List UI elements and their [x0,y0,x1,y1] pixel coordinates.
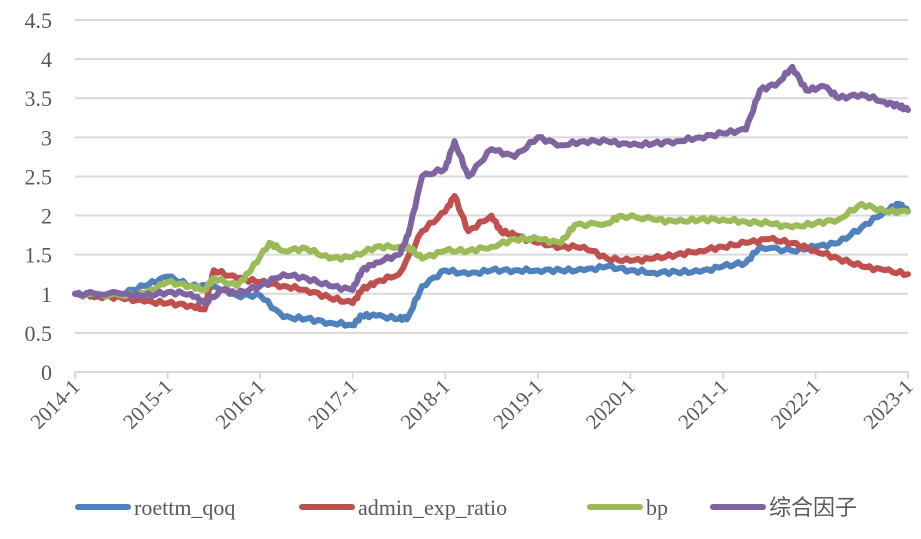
legend-label: bp [646,495,668,520]
y-tick-label: 3.5 [25,86,53,111]
x-tick-label: 2014-1 [25,375,84,434]
y-tick-label: 2 [41,204,52,229]
x-tick-label: 2023-1 [858,375,917,434]
x-axis: 2014-1 2015-1 2016-1 2017-1 2018-1 2019-1 2020… [25,372,918,434]
y-tick-label: 3 [41,125,52,150]
x-tick-label: 2020-1 [581,375,640,434]
x-tick-label: 2022-1 [766,375,825,434]
y-tick-label: 2.5 [25,164,53,189]
y-tick-label: 4 [41,47,52,72]
y-tick-label: 1 [41,282,52,307]
y-tick-label: 4.5 [25,8,53,33]
legend-label: roettm_qoq [134,495,235,520]
y-tick-label: 0 [41,360,52,385]
y-tick-label: 0.5 [25,321,53,346]
y-tick-label: 1.5 [25,243,53,268]
series-lines [72,63,911,329]
x-tick-label: 2021-1 [673,375,732,434]
legend: roettm_qoq admin_exp_ratio bp 综合因子 [75,495,857,520]
x-tick-label: 2016-1 [211,375,270,434]
legend-label: admin_exp_ratio [358,495,507,520]
x-tick-label: 2018-1 [396,375,455,434]
y-axis-ticks: 0 0.5 1 1.5 2 2.5 3 3.5 4 4.5 [25,8,53,385]
legend-label: 综合因子 [769,495,857,520]
series-line-2 [72,200,911,300]
x-tick-label: 2015-1 [118,375,177,434]
x-tick-label: 2019-1 [488,375,547,434]
x-tick-label: 2017-1 [303,375,362,434]
series-line-3 [72,63,911,307]
